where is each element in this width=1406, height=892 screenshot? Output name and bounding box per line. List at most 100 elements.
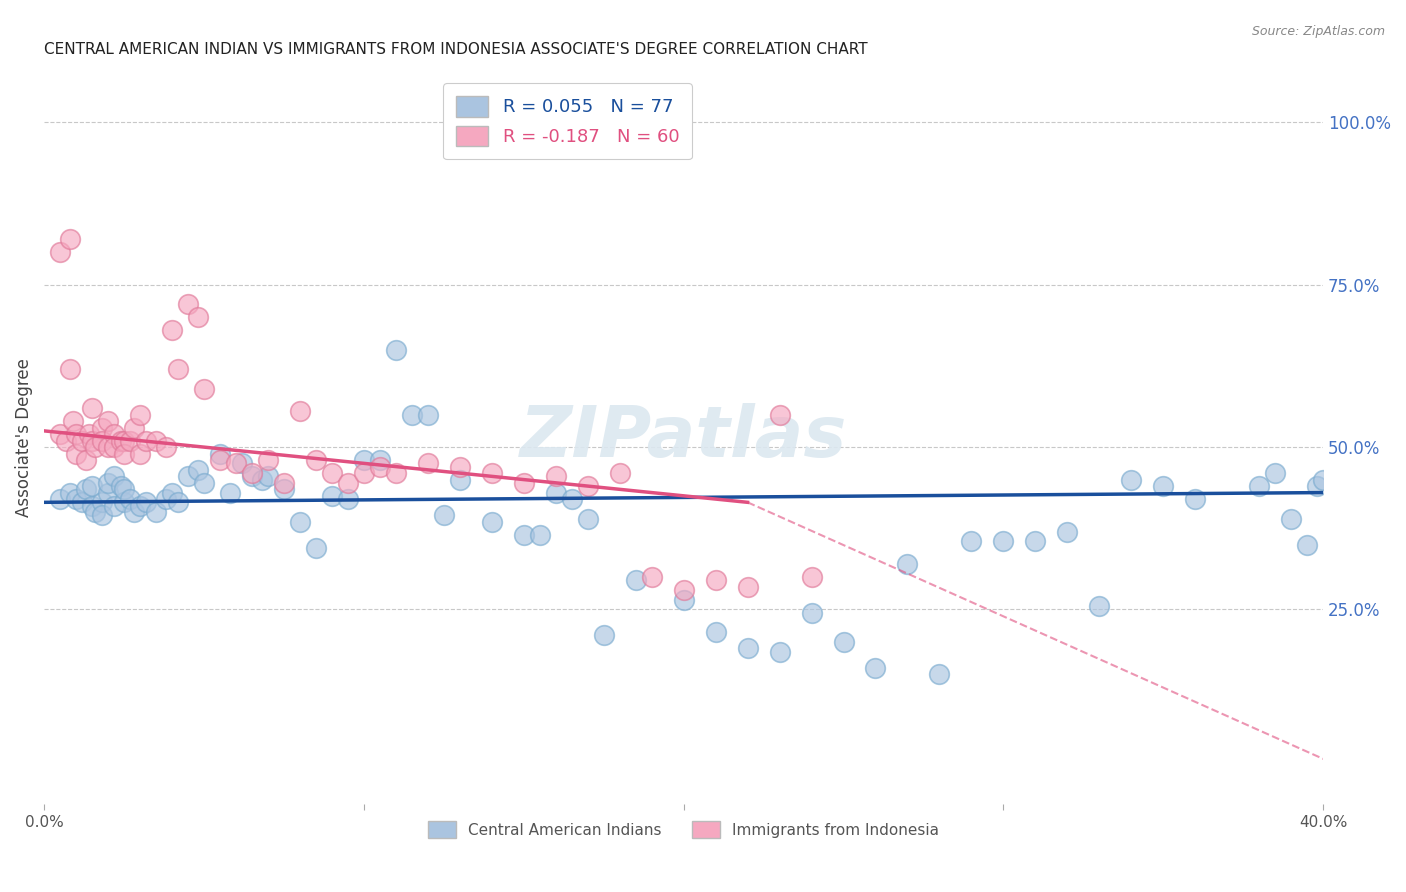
Point bbox=[193, 382, 215, 396]
Point bbox=[1152, 479, 1174, 493]
Point bbox=[273, 475, 295, 490]
Point bbox=[59, 232, 82, 246]
Point bbox=[84, 505, 107, 519]
Point bbox=[193, 475, 215, 490]
Point bbox=[305, 541, 328, 555]
Point bbox=[187, 310, 209, 325]
Point bbox=[75, 453, 97, 467]
Point bbox=[592, 628, 614, 642]
Point bbox=[257, 469, 280, 483]
Point bbox=[416, 456, 439, 470]
Point bbox=[353, 466, 375, 480]
Point bbox=[77, 427, 100, 442]
Point bbox=[336, 475, 359, 490]
Point bbox=[167, 495, 190, 509]
Point bbox=[103, 440, 125, 454]
Point bbox=[513, 528, 536, 542]
Point bbox=[145, 505, 167, 519]
Point bbox=[321, 466, 343, 480]
Point bbox=[737, 641, 759, 656]
Point bbox=[75, 483, 97, 497]
Point bbox=[80, 401, 103, 416]
Point bbox=[135, 495, 157, 509]
Point bbox=[737, 580, 759, 594]
Point bbox=[80, 434, 103, 448]
Point bbox=[288, 515, 311, 529]
Point bbox=[112, 434, 135, 448]
Point bbox=[704, 574, 727, 588]
Point bbox=[672, 592, 695, 607]
Point bbox=[72, 434, 94, 448]
Point bbox=[103, 469, 125, 483]
Point bbox=[800, 606, 823, 620]
Point bbox=[993, 534, 1015, 549]
Point bbox=[155, 491, 177, 506]
Point bbox=[129, 447, 152, 461]
Point bbox=[65, 427, 87, 442]
Point bbox=[208, 453, 231, 467]
Point bbox=[321, 489, 343, 503]
Point bbox=[160, 323, 183, 337]
Point bbox=[257, 453, 280, 467]
Point bbox=[385, 466, 408, 480]
Point bbox=[529, 528, 551, 542]
Point bbox=[1024, 534, 1046, 549]
Point bbox=[155, 440, 177, 454]
Text: ZIPatlas: ZIPatlas bbox=[520, 403, 848, 472]
Point bbox=[704, 625, 727, 640]
Point bbox=[240, 466, 263, 480]
Point bbox=[49, 245, 72, 260]
Point bbox=[110, 479, 132, 493]
Point bbox=[120, 434, 142, 448]
Point bbox=[1306, 479, 1329, 493]
Point bbox=[129, 499, 152, 513]
Point bbox=[288, 404, 311, 418]
Point bbox=[672, 582, 695, 597]
Point bbox=[544, 485, 567, 500]
Point bbox=[368, 459, 391, 474]
Point bbox=[112, 447, 135, 461]
Point bbox=[368, 453, 391, 467]
Y-axis label: Associate's Degree: Associate's Degree bbox=[15, 358, 32, 516]
Point bbox=[55, 434, 77, 448]
Point bbox=[1088, 599, 1111, 614]
Point bbox=[160, 485, 183, 500]
Text: Source: ZipAtlas.com: Source: ZipAtlas.com bbox=[1251, 25, 1385, 38]
Point bbox=[145, 434, 167, 448]
Point bbox=[97, 440, 120, 454]
Point bbox=[65, 447, 87, 461]
Point bbox=[640, 570, 662, 584]
Point bbox=[80, 499, 103, 513]
Point bbox=[97, 485, 120, 500]
Point bbox=[225, 456, 247, 470]
Point bbox=[112, 483, 135, 497]
Point bbox=[72, 495, 94, 509]
Point bbox=[1184, 491, 1206, 506]
Point bbox=[609, 466, 631, 480]
Point bbox=[1056, 524, 1078, 539]
Point bbox=[90, 495, 112, 509]
Point bbox=[800, 570, 823, 584]
Point bbox=[62, 414, 84, 428]
Point bbox=[305, 453, 328, 467]
Point bbox=[240, 469, 263, 483]
Point bbox=[449, 459, 471, 474]
Text: CENTRAL AMERICAN INDIAN VS IMMIGRANTS FROM INDONESIA ASSOCIATE'S DEGREE CORRELAT: CENTRAL AMERICAN INDIAN VS IMMIGRANTS FR… bbox=[44, 42, 868, 57]
Point bbox=[90, 508, 112, 523]
Point bbox=[960, 534, 983, 549]
Point bbox=[401, 408, 423, 422]
Point bbox=[896, 557, 918, 571]
Point bbox=[1249, 479, 1271, 493]
Point bbox=[103, 499, 125, 513]
Point bbox=[416, 408, 439, 422]
Point bbox=[250, 473, 273, 487]
Legend: Central American Indians, Immigrants from Indonesia: Central American Indians, Immigrants fro… bbox=[422, 814, 945, 845]
Point bbox=[49, 427, 72, 442]
Point bbox=[832, 635, 855, 649]
Point bbox=[177, 469, 200, 483]
Point bbox=[59, 485, 82, 500]
Point bbox=[97, 475, 120, 490]
Point bbox=[273, 483, 295, 497]
Point bbox=[561, 491, 583, 506]
Point bbox=[1279, 511, 1302, 525]
